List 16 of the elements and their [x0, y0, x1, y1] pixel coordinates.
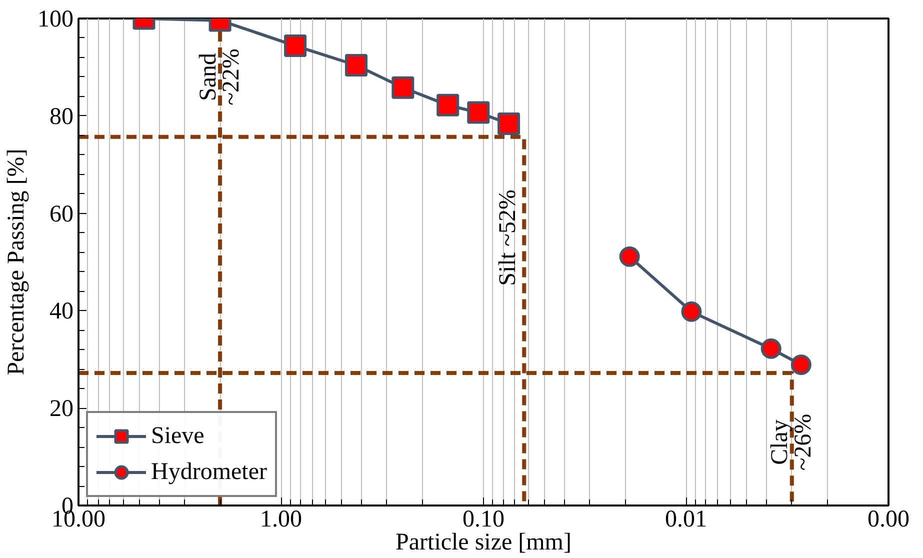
y-tick-label: 60: [50, 201, 74, 228]
y-tick-label: 20: [50, 396, 74, 422]
y-tick-label: 40: [50, 298, 74, 325]
legend-label: Sieve: [151, 422, 204, 450]
y-tick-label: 80: [50, 104, 74, 130]
x-axis-title: Particle size [mm]: [396, 530, 572, 556]
annotation: Sand ~22%: [195, 48, 245, 106]
x-tick-label: 0.00: [868, 506, 910, 532]
x-tick-label: 0.01: [665, 506, 707, 532]
annotation: Silt ~52%: [495, 189, 522, 286]
x-tick-label: 0.10: [462, 506, 504, 532]
annotation: Clay ~26%: [767, 414, 817, 471]
legend-label: Hydrometer: [151, 458, 267, 486]
x-tick-label: 1.00: [260, 506, 302, 532]
y-axis-title: Percentage Passing [%]: [4, 148, 30, 376]
y-tick-label: 100: [38, 6, 74, 32]
